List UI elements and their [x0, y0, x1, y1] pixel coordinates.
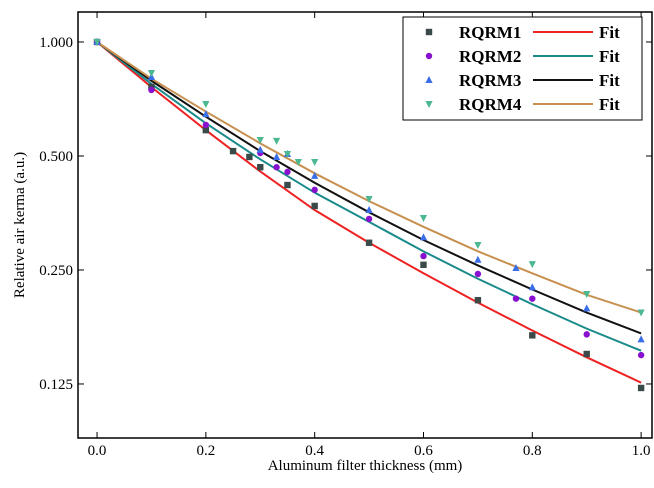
point	[583, 350, 590, 358]
point	[474, 297, 482, 304]
point	[311, 159, 319, 167]
point	[311, 171, 319, 179]
plot-frame	[77, 11, 653, 439]
y-axis-label: Relative air kerma (a.u.)	[12, 152, 28, 298]
x-tick-label: 0.8	[523, 443, 542, 459]
point	[528, 261, 536, 269]
point	[311, 186, 318, 194]
x-tick-label: 0.6	[414, 443, 433, 459]
x-axis-label: Aluminum filter thickness (mm)	[268, 458, 463, 474]
legend-box	[402, 16, 643, 121]
point	[229, 147, 237, 155]
point	[283, 151, 292, 159]
x-tick-label: 0.2	[196, 443, 215, 459]
legend-entry: RQRM2 Fit	[425, 47, 620, 66]
legend-entry: RQRM3 Fit	[425, 71, 620, 90]
point	[365, 195, 373, 203]
legend-label: Fit	[599, 71, 620, 90]
point	[419, 233, 428, 241]
point	[529, 332, 536, 339]
point	[272, 152, 281, 160]
point	[425, 52, 433, 60]
point	[202, 110, 210, 118]
point	[202, 100, 210, 108]
point	[284, 181, 291, 189]
point	[147, 70, 156, 78]
point	[474, 242, 482, 250]
legend-entry: RQRM1 Fit	[425, 23, 620, 42]
point	[256, 137, 264, 145]
point	[419, 214, 428, 222]
point	[202, 121, 210, 129]
x-tick-label: 1.0	[632, 443, 651, 459]
point	[365, 239, 373, 246]
point	[202, 126, 210, 134]
point	[637, 335, 645, 343]
legend-label: Fit	[599, 23, 620, 42]
point	[425, 76, 433, 83]
point	[583, 331, 590, 338]
y-tick-label: 0.125	[39, 377, 73, 393]
legend-label: RQRM1	[459, 23, 521, 42]
point	[474, 270, 482, 278]
x-tick-label: 0.4	[305, 443, 324, 459]
legend-label: Fit	[599, 95, 620, 114]
y-tick-label: 0.500	[39, 149, 73, 165]
point	[272, 137, 281, 145]
point	[420, 252, 427, 260]
point	[637, 309, 645, 317]
point	[425, 101, 433, 108]
point	[583, 304, 591, 312]
point	[256, 145, 264, 153]
legend-label: RQRM3	[459, 71, 521, 90]
y-tick-label: 0.250	[39, 263, 73, 279]
legend-entry: RQRM4 Fit	[425, 95, 620, 114]
point	[583, 291, 591, 299]
point	[528, 283, 536, 291]
legend-label: Fit	[599, 47, 620, 66]
point	[529, 295, 536, 302]
legend-label: RQRM2	[459, 47, 521, 66]
point	[420, 261, 427, 268]
point	[425, 28, 433, 36]
x-tick-label: 0.0	[88, 443, 107, 459]
y-tick-label: 1.000	[39, 35, 73, 51]
point	[257, 164, 264, 171]
point	[365, 215, 373, 223]
point	[512, 264, 520, 272]
point	[148, 86, 155, 94]
point	[637, 384, 645, 392]
point	[93, 38, 101, 46]
legend-label: RQRM4	[459, 95, 522, 114]
point	[365, 206, 373, 214]
point	[294, 159, 302, 167]
point	[284, 168, 291, 176]
point	[637, 351, 645, 359]
point	[311, 202, 318, 210]
point	[246, 153, 253, 161]
point	[474, 255, 482, 263]
point	[273, 164, 280, 171]
point	[512, 295, 520, 302]
